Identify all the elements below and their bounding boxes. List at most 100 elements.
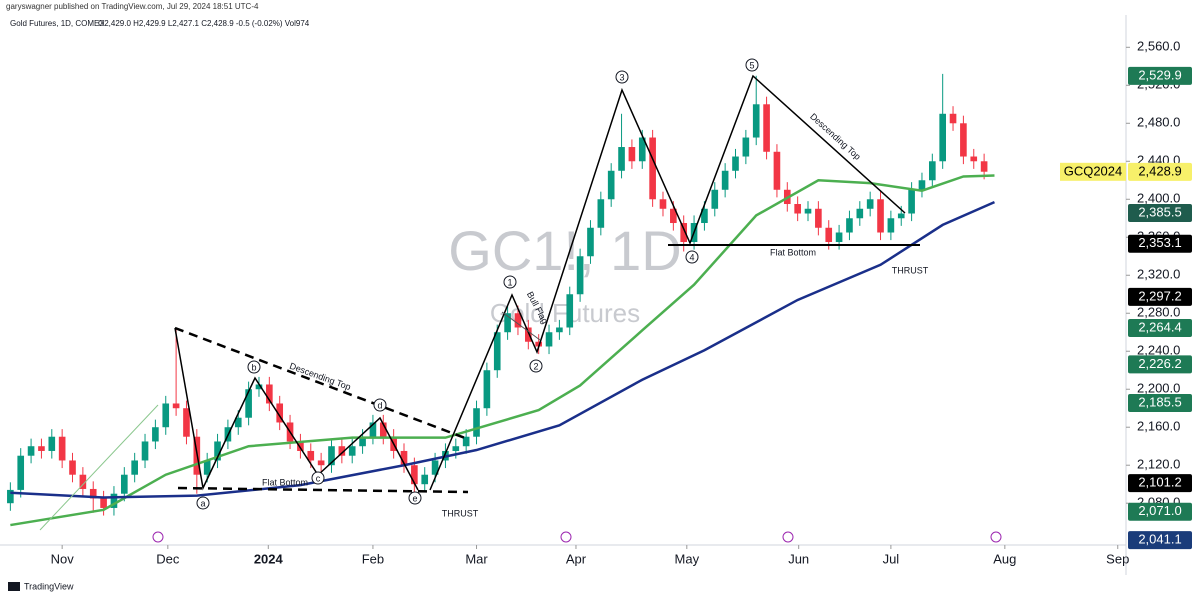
candle-body [452, 446, 460, 451]
wave-label: b [251, 362, 256, 372]
candle-body [701, 208, 708, 224]
candle-body [980, 161, 988, 172]
moving-average [10, 200, 995, 499]
price-tag-label: 2,428.9 [1138, 163, 1181, 178]
x-tick-label: Mar [465, 551, 488, 566]
candle-body [628, 147, 636, 162]
candle-body [732, 156, 739, 171]
candle-body [949, 113, 957, 124]
candle-body [162, 403, 170, 428]
wave-label: 5 [749, 60, 754, 70]
price-tag [1128, 162, 1192, 181]
candle-body [141, 441, 149, 461]
candle-body [566, 294, 574, 328]
candle-body [773, 151, 781, 190]
wave-marker [373, 398, 387, 412]
candle-body [110, 493, 118, 508]
wave-label: d [377, 400, 382, 410]
candle-body [597, 199, 605, 228]
wave-line [174, 327, 419, 491]
price-tag-label: 2,297.2 [1138, 288, 1181, 303]
x-tick-label: 2024 [254, 551, 284, 566]
price-tag [1128, 319, 1192, 338]
event-icon[interactable] [782, 531, 794, 543]
candle-body [234, 417, 242, 428]
event-icon[interactable] [560, 531, 572, 543]
candle-body [835, 232, 843, 243]
annotation: THRUST [892, 265, 929, 275]
candle-body [711, 189, 719, 209]
candle-body [421, 474, 429, 485]
x-tick-label: Nov [51, 551, 75, 566]
brand-logo [8, 582, 20, 591]
symbol-tag [1060, 162, 1126, 181]
candle-body [89, 488, 97, 499]
wave-label: 2 [533, 361, 538, 371]
y-tick-label: 2,480.0 [1137, 115, 1180, 130]
event-icon[interactable] [990, 531, 1002, 543]
candle-body [825, 227, 833, 243]
price-tag [1128, 287, 1192, 306]
legend-ohlc: O2,429.0 H2,429.9 L2,427.1 C2,428.9 -0.5… [98, 19, 310, 28]
price-tag-label: 2,101.2 [1138, 475, 1181, 490]
price-tag [1128, 531, 1192, 550]
wave-marker [311, 471, 325, 485]
price-tag-label: 2,385.5 [1138, 204, 1181, 219]
candle-body [939, 113, 946, 162]
candle-body [908, 189, 915, 214]
candle-body [100, 498, 107, 508]
candle-body [255, 384, 263, 390]
candle-body [411, 465, 418, 485]
wave-label: 4 [689, 252, 694, 262]
candle-body [556, 327, 563, 333]
wave-marker [247, 360, 261, 374]
candle-body [960, 123, 967, 157]
legend-symbol: Gold Futures, 1D, COMEX [10, 19, 105, 28]
wave-label: a [200, 498, 205, 508]
price-tag-label: 2,071.0 [1138, 503, 1181, 518]
price-tag [1128, 394, 1192, 413]
candle-body [866, 199, 874, 209]
candle-body [649, 137, 656, 200]
y-tick-label: 2,560.0 [1137, 39, 1180, 54]
annotation: Flat Bottom [770, 247, 816, 257]
price-tag [1128, 502, 1192, 521]
candle-body [525, 327, 532, 342]
candle-body [338, 446, 346, 456]
candle-body [214, 441, 221, 461]
candle-body [607, 170, 615, 200]
x-tick-label: Jul [883, 551, 900, 566]
candle-body [670, 208, 677, 224]
candle-body [400, 450, 408, 466]
candle-body [742, 137, 750, 157]
event-icon[interactable] [152, 531, 164, 543]
candle-body [587, 227, 594, 257]
wave-marker [685, 250, 699, 264]
x-tick-label: Dec [156, 551, 180, 566]
price-tag-label: 2,529.9 [1138, 67, 1181, 82]
price-tag-label: 2,226.2 [1138, 356, 1181, 371]
candle-body [576, 256, 584, 295]
wave-marker [615, 70, 629, 84]
watermark: GC1!, 1D [448, 219, 681, 282]
candle-body [815, 208, 822, 228]
trend-line [174, 326, 466, 440]
candle-body [794, 204, 801, 214]
candle-body [79, 474, 87, 489]
price-tag [1128, 355, 1192, 374]
brand: TradingView [24, 581, 74, 591]
candle-body [359, 436, 366, 447]
candle-body [918, 180, 926, 190]
candle-body [48, 436, 56, 451]
trend-line [39, 404, 159, 531]
price-tag-label: 2,353.1 [1138, 235, 1181, 250]
x-tick-label: May [675, 551, 700, 566]
candle-body [877, 199, 884, 233]
candle-body [535, 341, 542, 347]
x-tick-label: Sep [1106, 551, 1129, 566]
x-tick-label: Jun [788, 551, 809, 566]
moving-average [10, 174, 995, 527]
x-tick-label: Feb [362, 551, 384, 566]
symbol-tag-label: GCQ2024 [1064, 163, 1123, 178]
